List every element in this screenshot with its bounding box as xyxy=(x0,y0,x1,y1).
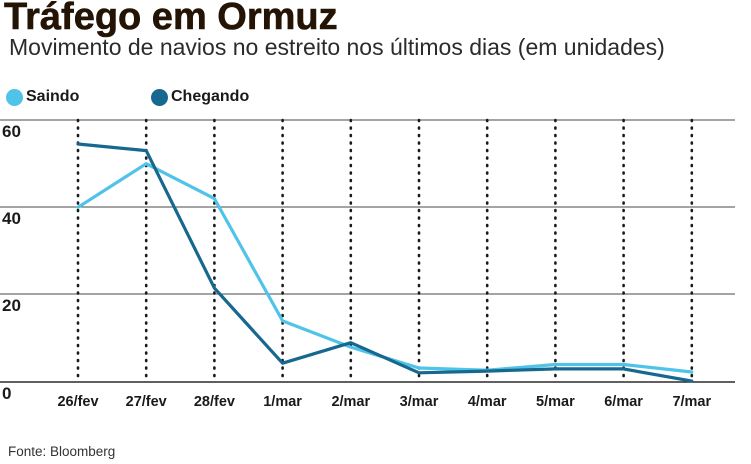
svg-text:0: 0 xyxy=(2,384,11,403)
svg-text:3/mar: 3/mar xyxy=(400,394,439,410)
svg-text:60: 60 xyxy=(2,122,21,141)
svg-text:26/fev: 26/fev xyxy=(57,394,98,410)
svg-text:5/mar: 5/mar xyxy=(536,394,575,410)
svg-text:2/mar: 2/mar xyxy=(331,394,370,410)
svg-text:20: 20 xyxy=(2,296,21,315)
svg-text:4/mar: 4/mar xyxy=(468,394,507,410)
svg-text:28/fev: 28/fev xyxy=(194,394,235,410)
svg-text:6/mar: 6/mar xyxy=(604,394,643,410)
svg-text:1/mar: 1/mar xyxy=(263,394,302,410)
svg-text:40: 40 xyxy=(2,209,21,228)
svg-text:27/fev: 27/fev xyxy=(126,394,167,410)
svg-text:7/mar: 7/mar xyxy=(672,394,711,410)
